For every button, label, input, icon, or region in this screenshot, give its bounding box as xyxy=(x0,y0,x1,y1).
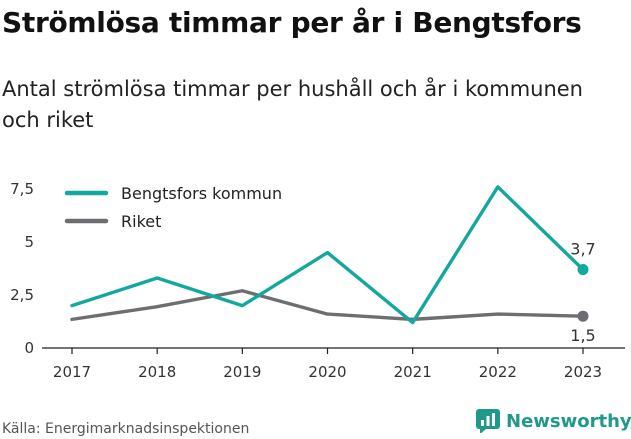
end-point-kommun xyxy=(577,264,589,276)
y-tick-label: 0 xyxy=(24,339,34,357)
axes: 0 2,5 5 7,5 2017 2018 2019 2020 2021 2022 2023 xyxy=(10,180,625,381)
series-line-riket xyxy=(70,289,585,322)
newsworthy-logo-icon xyxy=(476,409,500,433)
y-tick-label: 7,5 xyxy=(10,180,34,198)
series-line-kommun xyxy=(70,185,585,325)
end-label-riket: 1,5 xyxy=(570,326,595,345)
x-tick-label: 2019 xyxy=(223,363,261,381)
series-layer: 1,5 3,7 xyxy=(70,185,596,345)
x-tick-label: 2021 xyxy=(394,363,432,381)
x-tick-label: 2022 xyxy=(479,363,517,381)
x-tick-label: 2020 xyxy=(308,363,346,381)
end-label-kommun: 3,7 xyxy=(570,240,595,259)
y-tick-label: 5 xyxy=(24,233,34,251)
legend-label-kommun: Bengtsfors kommun xyxy=(121,184,282,203)
chart-subtitle: Antal strömlösa timmar per hushåll och å… xyxy=(2,77,583,132)
x-tick-label: 2023 xyxy=(564,363,602,381)
x-tick-label: 2017 xyxy=(53,363,91,381)
newsworthy-logo[interactable]: Newsworthy xyxy=(476,409,631,433)
chart-title: Strömlösa timmar per år i Bengtsfors xyxy=(2,6,582,39)
legend: Bengtsfors kommun Riket xyxy=(64,184,282,231)
source-text: Källa: Energimarknadsinspektionen xyxy=(2,421,250,437)
legend-label-riket: Riket xyxy=(121,212,161,231)
end-point-riket xyxy=(577,310,589,322)
line-chart: 0 2,5 5 7,5 2017 2018 2019 2020 2021 2022 2023 1,5… xyxy=(10,180,625,381)
x-tick-label: 2018 xyxy=(138,363,176,381)
newsworthy-logo-text: Newsworthy xyxy=(506,410,631,432)
y-tick-label: 2,5 xyxy=(10,286,34,304)
